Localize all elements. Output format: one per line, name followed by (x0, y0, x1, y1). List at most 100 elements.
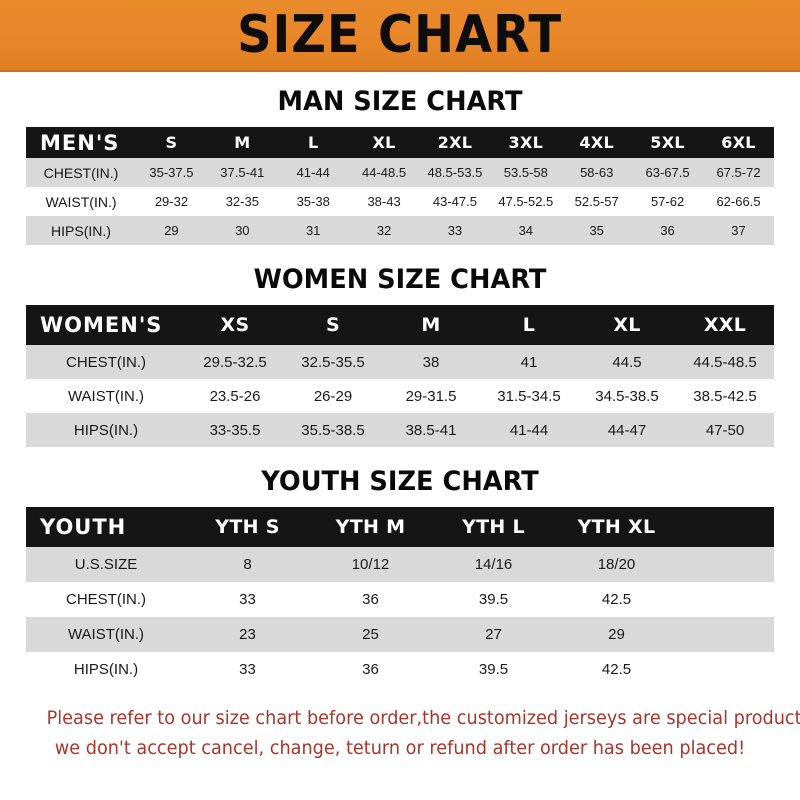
page-banner: SIZE CHART (0, 0, 800, 72)
table-row: WAIST(IN.) 29-32 32-35 35-38 38-43 43-47… (26, 187, 774, 216)
youth-cell-1-1: 36 (362, 591, 379, 608)
women-cell-1-1: 26-29 (313, 387, 353, 405)
man-table-body: CHEST(IN.) 35-37.5 37.5-41 41-44 44-48.5… (26, 158, 774, 245)
youth-cell-3-0: 33 (239, 661, 256, 678)
table-row: HIPS(IN.) 29 30 31 32 33 34 35 36 37 (26, 216, 774, 245)
man-cell-0-2: 41-44 (296, 165, 330, 180)
youth-cell-3-4 (678, 652, 774, 687)
youth-cell-1-0: 33 (239, 591, 256, 608)
youth-row-label-0: U.S.SIZE (74, 556, 138, 573)
youth-col-header-4 (678, 507, 774, 547)
table-row: CHEST(IN.) 35-37.5 37.5-41 41-44 44-48.5… (26, 158, 774, 187)
man-row-label-0: CHEST(IN.) (43, 164, 119, 181)
youth-header-row: YOUTH YTH S YTH M YTH L YTH XL (26, 507, 774, 547)
youth-cell-1-3: 42.5 (601, 591, 632, 608)
women-table-head: WOMEN'S XS S M L XL XXL (26, 305, 774, 345)
man-col-header-6: 4XL (579, 133, 614, 152)
man-cell-2-0: 29 (164, 223, 179, 238)
youth-row-label-3: HIPS(IN.) (73, 661, 139, 678)
women-cell-1-3: 31.5-34.5 (497, 387, 561, 405)
table-row: HIPS(IN.) 33-35.5 35.5-38.5 38.5-41 41-4… (26, 413, 774, 447)
women-cell-0-0: 29.5-32.5 (203, 353, 267, 371)
youth-cell-3-3: 42.5 (601, 661, 632, 678)
women-cell-2-5: 47-50 (705, 421, 745, 439)
women-cell-2-0: 33-35.5 (209, 421, 261, 439)
table-row: HIPS(IN.) 33 36 39.5 42.5 (26, 652, 774, 687)
man-chart-wrapper: MEN'S S M L XL 2XL 3XL 4XL 5XL 6XL CHEST… (26, 127, 774, 245)
women-col-header-1: S (326, 314, 340, 336)
youth-cell-0-3: 18/20 (597, 556, 636, 573)
youth-cell-1-2: 39.5 (478, 591, 509, 608)
man-cell-0-8: 67.5-72 (716, 165, 761, 180)
women-cell-2-4: 44-47 (607, 421, 647, 439)
women-col-header-0: XS (220, 314, 250, 336)
youth-table-body: U.S.SIZE 8 10/12 14/16 18/20 CHEST(IN.) … (26, 547, 774, 687)
man-cell-2-4: 33 (447, 223, 463, 238)
man-section-title: MAN SIZE CHART (277, 86, 523, 117)
women-cell-2-2: 38.5-41 (405, 421, 457, 439)
man-cell-1-7: 57-62 (650, 194, 685, 209)
women-cell-0-3: 41 (520, 353, 538, 371)
youth-cell-2-4 (678, 617, 774, 652)
man-cell-0-7: 63-67.5 (645, 165, 690, 180)
women-cell-1-2: 29-31.5 (405, 387, 457, 405)
youth-cell-0-2: 14/16 (474, 556, 513, 573)
man-cell-2-7: 36 (660, 223, 675, 238)
women-table-body: CHEST(IN.) 29.5-32.5 32.5-35.5 38 41 44.… (26, 345, 774, 447)
man-row-header-label: MEN'S (40, 130, 120, 155)
man-table-head: MEN'S S M L XL 2XL 3XL 4XL 5XL 6XL (26, 127, 774, 158)
table-row: WAIST(IN.) 23.5-26 26-29 29-31.5 31.5-34… (26, 379, 774, 413)
man-col-header-3: XL (372, 133, 396, 152)
man-row-label-1: WAIST(IN.) (45, 193, 117, 210)
women-header-row: WOMEN'S XS S M L XL XXL (26, 305, 774, 345)
man-cell-0-1: 37.5-41 (220, 165, 265, 180)
man-cell-0-3: 44-48.5 (362, 165, 407, 180)
youth-col-header-0: YTH S (215, 516, 280, 538)
table-row: WAIST(IN.) 23 25 27 29 (26, 617, 774, 652)
man-cell-1-0: 29-32 (154, 194, 189, 209)
youth-cell-0-0: 8 (243, 556, 252, 573)
youth-cell-0-4 (678, 547, 774, 582)
man-cell-1-5: 47.5-52.5 (498, 194, 554, 209)
man-cell-1-6: 52.5-57 (574, 194, 619, 209)
youth-cell-2-2: 27 (485, 626, 502, 643)
table-row: U.S.SIZE 8 10/12 14/16 18/20 (26, 547, 774, 582)
man-cell-1-8: 62-66.5 (716, 194, 761, 209)
youth-col-header-2: YTH L (462, 516, 525, 538)
man-col-header-1: M (234, 133, 251, 152)
disclaimer-text: Please refer to our size chart before or… (46, 703, 800, 763)
man-cell-1-3: 38-43 (367, 194, 401, 209)
man-cell-0-0: 35-37.5 (149, 165, 194, 180)
women-cell-1-0: 23.5-26 (209, 387, 261, 405)
women-cell-2-1: 35.5-38.5 (301, 421, 365, 439)
man-cell-1-1: 32-35 (225, 194, 259, 209)
youth-cell-2-3: 29 (608, 626, 625, 643)
women-col-header-3: L (522, 314, 536, 336)
youth-row-header-label: YOUTH (40, 515, 127, 539)
man-cell-2-8: 37 (731, 223, 746, 238)
women-chart-wrapper: WOMEN'S XS S M L XL XXL CHEST(IN.) 29.5-… (26, 305, 774, 447)
man-cell-2-1: 30 (235, 223, 250, 238)
women-row-label-1: WAIST(IN.) (67, 387, 145, 405)
women-cell-2-3: 41-44 (509, 421, 549, 439)
women-size-table: WOMEN'S XS S M L XL XXL CHEST(IN.) 29.5-… (26, 305, 774, 447)
youth-col-header-1: YTH M (335, 516, 406, 538)
man-cell-0-4: 48.5-53.5 (427, 165, 483, 180)
youth-chart-wrapper: YOUTH YTH S YTH M YTH L YTH XL U.S.SIZE … (26, 507, 774, 687)
man-col-header-8: 6XL (721, 133, 756, 152)
youth-cell-3-2: 39.5 (478, 661, 509, 678)
disclaimer-line-1: Please refer to our size chart before or… (46, 707, 800, 729)
page-title: SIZE CHART (237, 5, 563, 65)
man-cell-2-2: 31 (305, 223, 321, 238)
man-col-header-7: 5XL (650, 133, 685, 152)
youth-cell-2-1: 25 (362, 626, 379, 643)
women-col-header-4: XL (613, 314, 641, 336)
man-row-label-2: HIPS(IN.) (51, 222, 111, 239)
table-row: CHEST(IN.) 29.5-32.5 32.5-35.5 38 41 44.… (26, 345, 774, 379)
youth-size-table: YOUTH YTH S YTH M YTH L YTH XL U.S.SIZE … (26, 507, 774, 687)
man-size-table: MEN'S S M L XL 2XL 3XL 4XL 5XL 6XL CHEST… (26, 127, 774, 245)
man-col-header-0: S (165, 133, 178, 152)
man-cell-0-5: 53.5-58 (503, 165, 548, 180)
women-cell-1-5: 38.5-42.5 (693, 387, 757, 405)
man-header-row: MEN'S S M L XL 2XL 3XL 4XL 5XL 6XL (26, 127, 774, 158)
